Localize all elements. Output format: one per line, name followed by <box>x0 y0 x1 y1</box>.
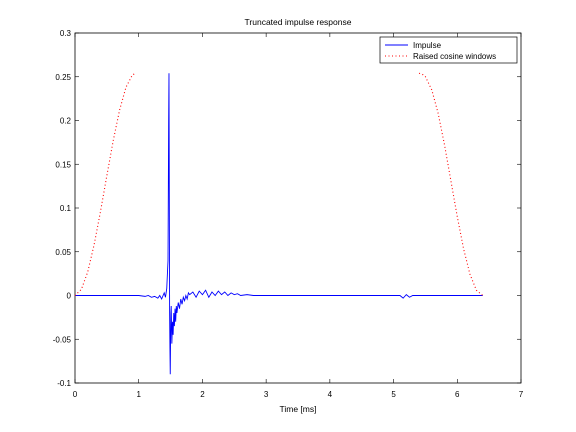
legend-label: Impulse <box>413 41 442 50</box>
chart-title: Truncated impulse response <box>245 17 352 27</box>
y-tick-label: 0.25 <box>55 73 71 82</box>
series-line-2-rise <box>74 72 136 296</box>
series-line-1 <box>75 73 483 375</box>
y-tick-label: 0.1 <box>60 204 72 213</box>
legend: Impulse Raised cosine windows <box>379 36 518 64</box>
y-tick-label: 0.15 <box>55 160 71 169</box>
y-tick-label: 0.05 <box>55 248 71 257</box>
x-tick-label: 4 <box>328 390 333 399</box>
x-tick-label: 6 <box>455 390 460 399</box>
x-tick-label: 1 <box>136 390 141 399</box>
x-axis-label: Time [ms] <box>280 404 317 414</box>
legend-box <box>379 36 518 64</box>
y-tick-label: -0.1 <box>57 379 71 388</box>
legend-label: Raised cosine windows <box>413 52 496 61</box>
x-tick-label: 2 <box>200 390 205 399</box>
x-tick-label: 7 <box>519 390 524 399</box>
x-tick-label: 0 <box>73 390 78 399</box>
y-tick-label: -0.05 <box>53 335 72 344</box>
x-tick-label: 5 <box>391 390 396 399</box>
y-tick-label: 0 <box>67 292 72 301</box>
y-tick-label: 0.3 <box>60 29 72 38</box>
plot-area: 0 1 2 3 4 5 6 7 -0.1 -0.05 0 0.05 0.1 0.15 0.2 0.25 0.3 <box>53 29 524 399</box>
x-tick-label: 3 <box>264 390 269 399</box>
y-tick-label: 0.2 <box>60 117 72 126</box>
